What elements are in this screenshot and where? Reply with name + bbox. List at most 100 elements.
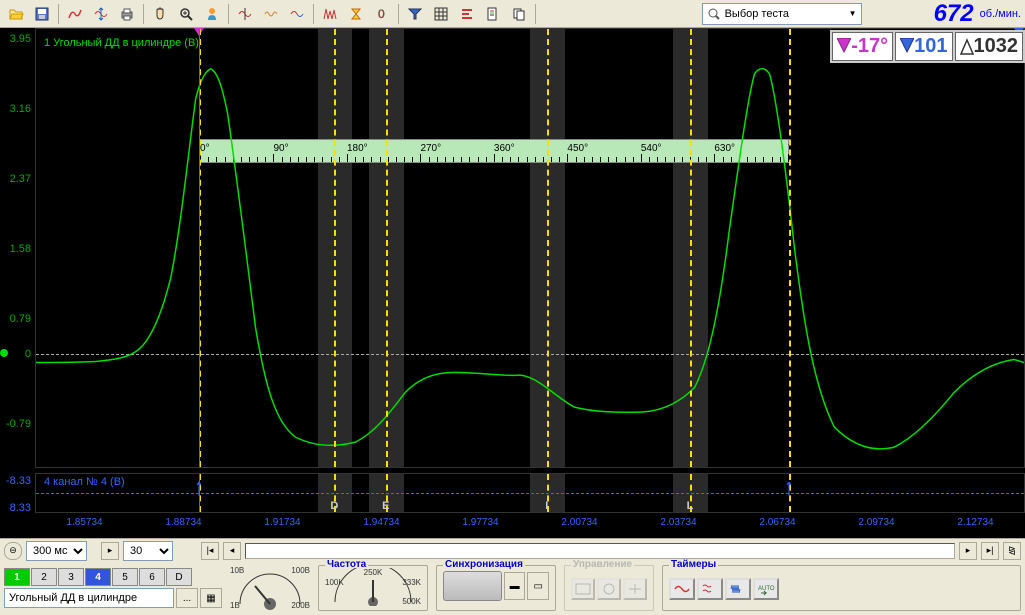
- tool-peaks[interactable]: [318, 2, 342, 26]
- last-btn[interactable]: ▸|: [981, 542, 999, 560]
- svg-text:0: 0: [378, 7, 385, 21]
- channel-more-btn[interactable]: ...: [176, 588, 198, 608]
- channel-tab-3[interactable]: 3: [58, 568, 84, 586]
- main-plot[interactable]: 1 Угольный ДД в цилиндре (В) 0°90°180°27…: [35, 28, 1025, 468]
- channel-tabs: 123456D: [4, 568, 222, 586]
- sync-btn-b[interactable]: ▭: [527, 572, 549, 600]
- division-select[interactable]: 30: [123, 541, 173, 561]
- x-tick-label: 2.09734: [858, 517, 894, 528]
- frequency-dial[interactable]: 250K 100K333K 500K: [325, 568, 421, 606]
- channel-tab-5[interactable]: 5: [112, 568, 138, 586]
- sync-slider[interactable]: [443, 571, 502, 601]
- marker-icon-blue: [900, 38, 914, 56]
- cursor-line[interactable]: [789, 29, 791, 467]
- cursor-line[interactable]: [690, 29, 692, 467]
- test-select[interactable]: Выбор теста ▼: [702, 3, 862, 25]
- control-btn-2: [597, 578, 621, 600]
- sync-panel: Синхронизация ▬ ▭: [436, 565, 556, 611]
- tool-wave-c[interactable]: [285, 2, 309, 26]
- open-icon[interactable]: [4, 2, 28, 26]
- main-toolbar: 0 Выбор теста ▼ 672 об./мин.: [0, 0, 1025, 28]
- cursor-line[interactable]: [386, 29, 388, 467]
- channel-tab-6[interactable]: 6: [139, 568, 165, 586]
- control-panel: Управление: [564, 565, 654, 611]
- deil-marker: I: [545, 500, 548, 512]
- timebase-select[interactable]: 300 мс: [26, 541, 87, 561]
- y-tick: 3.16: [10, 103, 31, 115]
- tool-wave-a[interactable]: [233, 2, 257, 26]
- channel-tab-D[interactable]: D: [166, 568, 192, 586]
- badge-val2: 101: [914, 35, 947, 58]
- timers-panel: Таймеры AUTO: [662, 565, 1021, 611]
- expand-left-icon[interactable]: ⊖: [4, 542, 22, 560]
- wave-red-icon[interactable]: [63, 2, 87, 26]
- printer-icon[interactable]: [115, 2, 139, 26]
- y-axis: 3.95 3.16 2.37 1.58 0.79 0 -0.79 -8.33 8…: [0, 28, 35, 538]
- filter-icon[interactable]: [403, 2, 427, 26]
- zero-marker-dot: [0, 349, 8, 357]
- control-btn-3: [623, 578, 647, 600]
- tool-hourglass[interactable]: [344, 2, 368, 26]
- timer-auto-btn[interactable]: AUTO: [753, 578, 779, 600]
- control-title: Управление: [571, 559, 634, 570]
- svg-text:AUTO: AUTO: [758, 586, 775, 592]
- channel-tab-1[interactable]: 1: [4, 568, 30, 586]
- time-slider[interactable]: [245, 543, 955, 559]
- grid-icon[interactable]: [429, 2, 453, 26]
- deil-marker: E: [382, 500, 389, 512]
- timer-dense-btn[interactable]: [725, 578, 751, 600]
- badge-delta: 1032: [955, 32, 1024, 61]
- test-select-label: Выбор теста: [725, 8, 789, 20]
- tool-wave-b[interactable]: [259, 2, 283, 26]
- deil-marker: L: [687, 500, 694, 512]
- control-btn-1: [571, 578, 595, 600]
- cursor-line[interactable]: [334, 29, 336, 467]
- badge-blue: 101: [895, 32, 952, 61]
- timer-sine-btn[interactable]: [669, 578, 695, 600]
- badge-val3: 1032: [974, 35, 1019, 58]
- channel-tab-4[interactable]: 4: [85, 568, 111, 586]
- channel4-strip[interactable]: 4 канал № 4 (В) DEIL: [35, 473, 1025, 513]
- bottom-panel: 123456D ... ▦ 10B100B 1B200B Частота 250…: [0, 562, 1025, 614]
- voltage-dial[interactable]: 10B100B 1B200B: [230, 566, 310, 610]
- hand-icon[interactable]: [148, 2, 172, 26]
- wave-arrows-icon[interactable]: [89, 2, 113, 26]
- x-tick-label: 1.85734: [66, 517, 102, 528]
- align-icon[interactable]: [455, 2, 479, 26]
- shrink-btn[interactable]: ⧎: [1003, 542, 1021, 560]
- prev-btn[interactable]: ◂: [223, 542, 241, 560]
- channel4-label: 4 канал № 4 (В): [44, 476, 125, 488]
- person-icon[interactable]: [200, 2, 224, 26]
- x-tick-label: 1.91734: [264, 517, 300, 528]
- x-axis: 1.857341.887341.917341.947341.977342.007…: [35, 515, 1025, 535]
- sync-title: Синхронизация: [443, 559, 525, 570]
- ch4-spike: [784, 482, 794, 496]
- x-tick-label: 1.97734: [462, 517, 498, 528]
- measurement-badges: -17° 101 1032: [830, 30, 1025, 63]
- ch4-baseline: [36, 493, 1024, 494]
- delta-icon: [960, 38, 974, 56]
- marker-icon-magenta: [837, 38, 851, 56]
- doc-icon[interactable]: [481, 2, 505, 26]
- cursor-line[interactable]: [547, 29, 549, 467]
- y-tick: 0.79: [10, 313, 31, 325]
- step-btn[interactable]: ▸: [101, 542, 119, 560]
- x-tick-label: 2.06734: [759, 517, 795, 528]
- first-btn[interactable]: |◂: [201, 542, 219, 560]
- channel-name-input[interactable]: [4, 588, 174, 608]
- timer-multi-btn[interactable]: [697, 578, 723, 600]
- y-tick-ch4: -8.33: [6, 475, 31, 487]
- zoom-icon[interactable]: [174, 2, 198, 26]
- channel-toggle-btn[interactable]: ▦: [200, 588, 222, 608]
- y-tick: 0: [25, 348, 31, 360]
- magenta-cursor[interactable]: [199, 29, 200, 467]
- tool-zero[interactable]: 0: [370, 2, 394, 26]
- next-btn[interactable]: ▸: [959, 542, 977, 560]
- y-tick-ch4: 8.33: [10, 502, 31, 514]
- search-icon: [707, 7, 721, 21]
- badge-angle: -17°: [832, 32, 893, 61]
- sync-btn-a[interactable]: ▬: [504, 572, 526, 600]
- copy-icon[interactable]: [507, 2, 531, 26]
- channel-tab-2[interactable]: 2: [31, 568, 57, 586]
- save-icon[interactable]: [30, 2, 54, 26]
